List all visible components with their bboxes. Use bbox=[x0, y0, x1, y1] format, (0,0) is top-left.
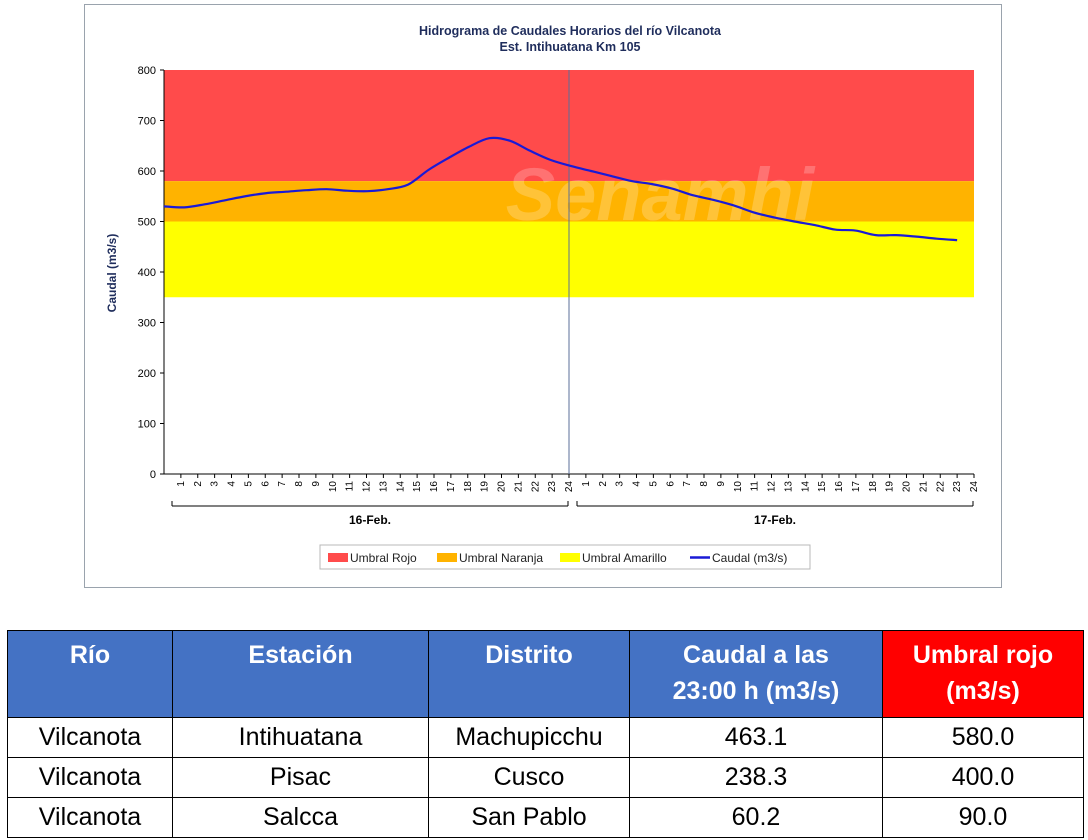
x-tick-label: 1 bbox=[176, 481, 187, 487]
header-estacion: Estación bbox=[172, 630, 429, 718]
header-distrito: Distrito bbox=[428, 630, 630, 718]
x-tick-label: 12 bbox=[362, 481, 373, 493]
x-tick-label: 16 bbox=[834, 481, 845, 493]
x-tick-label: 10 bbox=[328, 481, 339, 493]
cell-estacion: Pisac bbox=[172, 757, 429, 798]
stations-table: Río Estación Distrito Caudal a las 23:00 … bbox=[7, 630, 1084, 838]
x-tick-label: 24 bbox=[969, 481, 980, 493]
x-tick-label: 18 bbox=[463, 481, 474, 493]
x-tick-label: 13 bbox=[378, 481, 389, 493]
chart-subtitle: Est. Intihuatana Km 105 bbox=[499, 40, 640, 54]
x-tick-label: 8 bbox=[699, 481, 710, 487]
legend-label: Umbral Naranja bbox=[459, 551, 543, 565]
y-tick-label: 100 bbox=[138, 419, 156, 431]
cell-umbral-rojo: 400.0 bbox=[882, 757, 1084, 798]
table-row: Vilcanota Salcca San Pablo 60.2 90.0 bbox=[7, 797, 1084, 838]
x-tick-label: 3 bbox=[615, 481, 626, 487]
x-tick-label: 12 bbox=[767, 481, 778, 493]
y-tick-label: 800 bbox=[138, 65, 156, 77]
x-tick-label: 4 bbox=[227, 481, 238, 487]
chart-title: Hidrograma de Caudales Horarios del río … bbox=[419, 24, 722, 38]
table-header-row: Río Estación Distrito Caudal a las 23:00 … bbox=[7, 630, 1084, 718]
x-tick-label: 6 bbox=[260, 481, 271, 487]
x-tick-label: 11 bbox=[345, 481, 356, 492]
x-tick-label: 24 bbox=[564, 481, 575, 493]
x-tick-label: 23 bbox=[952, 481, 963, 493]
y-tick-label: 500 bbox=[138, 217, 156, 229]
cell-caudal: 238.3 bbox=[629, 757, 883, 798]
x-tick-label: 14 bbox=[395, 481, 406, 493]
y-axis-label: Caudal (m3/s) bbox=[105, 234, 119, 313]
y-tick-label: 0 bbox=[150, 469, 156, 481]
x-tick-label: 21 bbox=[918, 481, 929, 493]
cell-distrito: San Pablo bbox=[428, 797, 630, 838]
x-tick-label: 19 bbox=[480, 481, 491, 493]
x-tick-label: 8 bbox=[294, 481, 305, 487]
legend-label: Umbral Amarillo bbox=[582, 551, 667, 565]
x-tick-label: 21 bbox=[513, 481, 524, 493]
x-tick-label: 22 bbox=[530, 481, 541, 493]
legend-label: Caudal (m3/s) bbox=[712, 551, 787, 565]
x-tick-label: 10 bbox=[733, 481, 744, 493]
chart-panel: Hidrograma de Caudales Horarios del río … bbox=[84, 4, 1002, 588]
table-row: Vilcanota Intihuatana Machupicchu 463.1 … bbox=[7, 717, 1084, 758]
x-tick-label: 7 bbox=[277, 481, 288, 487]
cell-umbral-rojo: 90.0 bbox=[882, 797, 1084, 838]
y-tick-label: 400 bbox=[138, 267, 156, 279]
cell-rio: Vilcanota bbox=[7, 797, 173, 838]
cell-rio: Vilcanota bbox=[7, 757, 173, 798]
x-tick-label: 22 bbox=[935, 481, 946, 493]
y-tick-label: 600 bbox=[138, 166, 156, 178]
x-tick-label: 4 bbox=[632, 481, 643, 487]
cell-caudal: 60.2 bbox=[629, 797, 883, 838]
y-tick-label: 200 bbox=[138, 368, 156, 380]
cell-estacion: Salcca bbox=[172, 797, 429, 838]
x-tick-label: 1 bbox=[581, 481, 592, 487]
x-tick-label: 18 bbox=[868, 481, 879, 493]
x-tick-label: 2 bbox=[598, 481, 609, 487]
x-tick-label: 5 bbox=[648, 481, 659, 487]
x-tick-label: 15 bbox=[412, 481, 423, 493]
x-tick-label: 20 bbox=[497, 481, 508, 493]
x-tick-label: 6 bbox=[665, 481, 676, 487]
y-tick-label: 700 bbox=[138, 116, 156, 128]
x-tick-label: 14 bbox=[800, 481, 811, 493]
x-tick-label: 5 bbox=[243, 481, 254, 487]
legend-swatch bbox=[328, 553, 348, 562]
cell-umbral-rojo: 580.0 bbox=[882, 717, 1084, 758]
x-tick-label: 13 bbox=[783, 481, 794, 493]
x-tick-label: 3 bbox=[210, 481, 221, 487]
hydrograph-chart: Hidrograma de Caudales Horarios del río … bbox=[105, 24, 980, 570]
x-tick-label: 2 bbox=[193, 481, 204, 487]
legend-label: Umbral Rojo bbox=[350, 551, 417, 565]
x-tick-label: 11 bbox=[750, 481, 761, 492]
x-tick-label: 23 bbox=[547, 481, 558, 493]
header-umbral-rojo: Umbral rojo (m3/s) bbox=[882, 630, 1084, 718]
cell-distrito: Machupicchu bbox=[428, 717, 630, 758]
x-tick-label: 9 bbox=[716, 481, 727, 487]
x-tick-label: 16 bbox=[429, 481, 440, 493]
cell-caudal: 463.1 bbox=[629, 717, 883, 758]
table-row: Vilcanota Pisac Cusco 238.3 400.0 bbox=[7, 757, 1084, 798]
x-tick-label: 20 bbox=[902, 481, 913, 493]
x-tick-label: 17 bbox=[851, 481, 862, 493]
cell-rio: Vilcanota bbox=[7, 717, 173, 758]
watermark: Senamhi bbox=[506, 153, 816, 236]
legend-swatch bbox=[437, 553, 457, 562]
cell-estacion: Intihuatana bbox=[172, 717, 429, 758]
header-rio: Río bbox=[7, 630, 173, 718]
cell-distrito: Cusco bbox=[428, 757, 630, 798]
x-tick-label: 9 bbox=[311, 481, 322, 487]
x-tick-label: 17 bbox=[446, 481, 457, 493]
header-caudal: Caudal a las 23:00 h (m3/s) bbox=[629, 630, 883, 718]
day-label: 17-Feb. bbox=[754, 513, 796, 527]
day-label: 16-Feb. bbox=[349, 513, 391, 527]
x-tick-label: 15 bbox=[817, 481, 828, 493]
x-tick-label: 7 bbox=[682, 481, 693, 487]
y-tick-label: 300 bbox=[138, 318, 156, 330]
x-tick-label: 19 bbox=[885, 481, 896, 493]
legend-swatch bbox=[560, 553, 580, 562]
caudal-series-line bbox=[163, 136, 958, 242]
